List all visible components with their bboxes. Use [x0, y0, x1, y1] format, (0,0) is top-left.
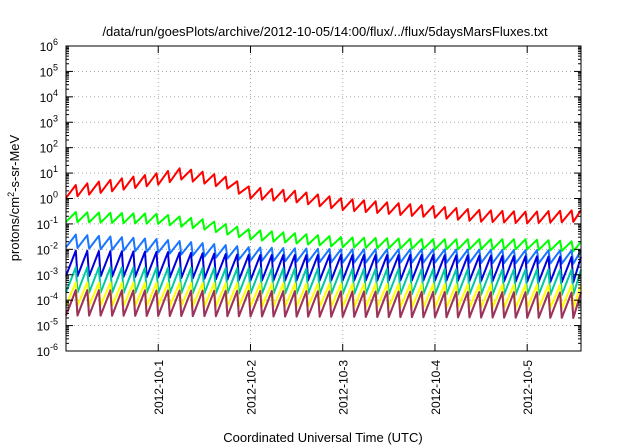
y-tick-label: 102 — [40, 139, 58, 156]
series-line-6 — [65, 281, 582, 310]
series-line-3 — [65, 233, 582, 265]
x-axis-label: Coordinated Universal Time (UTC) — [223, 430, 422, 445]
y-tick-labels: 10-6 10-5 10-4 10-3 10-2 10-1 100 101 102 103 104 1… — [37, 37, 58, 359]
y-tick-label: 10-6 — [37, 342, 58, 359]
y-tick-label: 106 — [40, 37, 58, 54]
y-axis-label-pre: protons/cm — [7, 197, 22, 261]
series-line-4 — [65, 249, 582, 284]
series-line-8 — [65, 289, 582, 319]
series-layer — [65, 167, 582, 319]
axis-ticks — [66, 45, 581, 352]
y-tick-label: 100 — [40, 190, 58, 207]
y-tick-label: 10-2 — [37, 240, 58, 257]
y-tick-label: 10-1 — [37, 215, 58, 232]
x-tick-label: 2012-10-1 — [152, 360, 166, 415]
y-tick-label: 104 — [40, 88, 58, 105]
series-line-2 — [65, 211, 582, 253]
y-tick-label: 101 — [40, 164, 58, 181]
y-tick-label: 10-4 — [37, 291, 58, 308]
y-axis-label: protons/cm2-s-sr-MeV — [6, 134, 22, 261]
x-tick-label: 2012-10-4 — [429, 360, 443, 415]
series-line-1 — [65, 167, 582, 225]
x-tick-label: 2012-10-5 — [521, 360, 535, 415]
chart-title: /data/run/goesPlots/archive/2012-10-05/1… — [102, 24, 548, 39]
x-tick-label: 2012-10-2 — [244, 360, 258, 415]
x-tick-labels: 2012-10-1 2012-10-2 2012-10-3 2012-10-4 2012… — [152, 360, 535, 415]
y-tick-label: 103 — [40, 113, 58, 130]
y-tick-label: 105 — [40, 62, 58, 79]
y-tick-label: 10-5 — [37, 317, 58, 334]
series-line-5 — [65, 266, 582, 296]
y-axis-label-sup: 2 — [6, 192, 16, 197]
y-axis-label-post: -s-sr-MeV — [7, 134, 22, 191]
x-tick-label: 2012-10-3 — [337, 360, 351, 415]
y-tick-label: 10-3 — [37, 266, 58, 283]
